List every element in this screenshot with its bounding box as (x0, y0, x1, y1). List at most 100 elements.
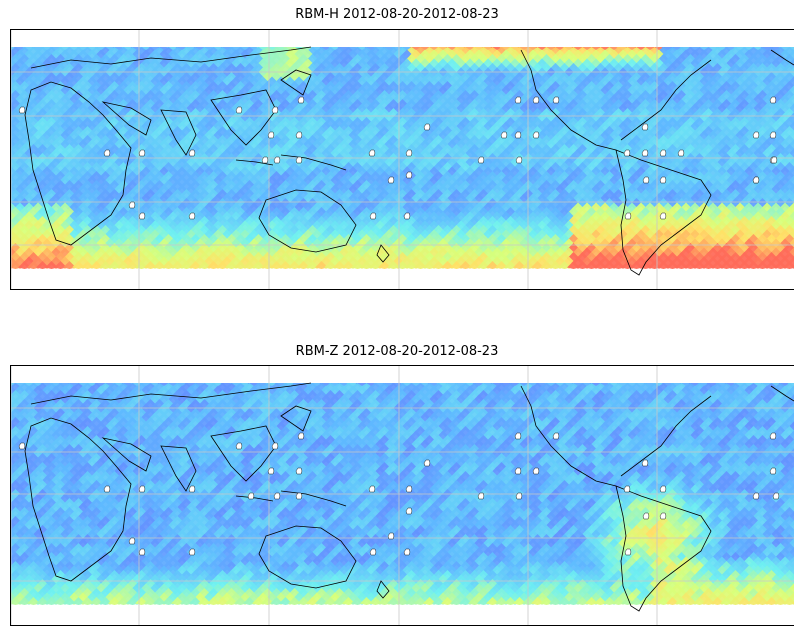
rbm-h-heat-cell (706, 94, 720, 108)
rbm-z-heat-cell (648, 390, 661, 403)
rbm-h-heat-cell (495, 47, 508, 58)
rbm-h-heat-cell (108, 99, 121, 112)
rbm-h-heat-cell (751, 94, 765, 108)
rbm-h-heat-cell (751, 85, 765, 99)
heatmap-top (11, 30, 794, 289)
rbm-z-heat-cell (526, 394, 540, 408)
rbm-h-heat-cell (684, 99, 697, 112)
rbm-h-heat-cell (112, 67, 126, 81)
rbm-h-heat-cell (81, 81, 94, 94)
rbm-z-heat-cell (702, 383, 715, 394)
rbm-h-heat-cell (526, 130, 540, 144)
rbm-h-heat-cell (724, 121, 738, 135)
rbm-h-heat-cell (562, 103, 576, 117)
rbm-z-heat-cell (643, 385, 657, 399)
rbm-h-heat-cell (54, 144, 67, 157)
rbm-z-heat-cell (117, 399, 130, 412)
rbm-h-heat-cell (585, 117, 598, 130)
rbm-h-heat-cell (765, 117, 778, 130)
rbm-h-heat-cell (85, 49, 99, 63)
rbm-h-heat-cell (666, 47, 679, 58)
rbm-z-heat-cell (657, 390, 670, 403)
rbm-h-heat-cell (760, 85, 774, 99)
rbm-z-heat-cell (720, 390, 733, 403)
rbm-h-heat-cell (459, 47, 472, 58)
rbm-h-heat-cell (616, 121, 630, 135)
rbm-h-heat-cell (594, 90, 607, 103)
rbm-h-heat-cell (540, 90, 553, 103)
rbm-h-station-marker-icon (770, 156, 778, 164)
rbm-h-heat-cell (558, 47, 571, 58)
rbm-h-heat-cell (711, 135, 724, 148)
rbm-h-heat-cell (594, 99, 607, 112)
rbm-h-heat-cell (589, 103, 603, 117)
rbm-z-heat-cell (342, 383, 355, 394)
rbm-h-heat-cell (648, 99, 661, 112)
rbm-h-heat-cell (351, 47, 364, 58)
rbm-h-heat-cell (616, 112, 630, 126)
rbm-h-heat-cell (706, 139, 720, 153)
rbm-z-heat-cell (760, 394, 774, 408)
rbm-h-coastline (258, 189, 357, 253)
rbm-h-heat-cell (733, 121, 747, 135)
rbm-h-heat-cell (27, 99, 40, 112)
rbm-h-heat-cell (625, 139, 639, 153)
rbm-h-heat-cell (85, 121, 99, 135)
rbm-h-heat-cell (747, 90, 760, 103)
rbm-h-heat-cell (58, 103, 72, 117)
rbm-h-heat-cell (49, 94, 63, 108)
rbm-h-heat-cell (36, 117, 49, 130)
rbm-h-heat-cell (765, 135, 778, 148)
rbm-h-heat-cell (693, 144, 706, 157)
rbm-h-heat-cell (702, 108, 715, 121)
rbm-h-heat-cell (544, 85, 558, 99)
rbm-z-heat-cell (535, 385, 549, 399)
rbm-h-heat-cell (535, 85, 549, 99)
rbm-h-heat-cell (58, 112, 72, 126)
rbm-h-heat-cell (567, 90, 580, 103)
rbm-h-station-marker-icon (403, 212, 411, 220)
rbm-h-heat-cell (558, 144, 571, 157)
rbm-z-heat-cell (45, 399, 58, 412)
rbm-h-coastline (235, 159, 274, 166)
rbm-h-heat-cell (225, 47, 238, 58)
rbm-h-heat-cell (387, 47, 400, 58)
rbm-h-heat-cell (103, 130, 117, 144)
rbm-h-heat-cell (67, 112, 81, 126)
rbm-h-heat-cell (108, 135, 121, 148)
rbm-h-heat-cell (63, 99, 76, 112)
rbm-z-heat-cell (76, 394, 90, 408)
rbm-z-heat-cell (562, 385, 576, 399)
rbm-h-heat-cell (81, 144, 94, 157)
rbm-h-heat-cell (657, 117, 670, 130)
rbm-z-heat-cell (441, 383, 454, 394)
rbm-h-heat-cell (607, 139, 621, 153)
rbm-h-heat-cell (103, 112, 117, 126)
rbm-z-heat-cell (27, 390, 40, 403)
rbm-h-heat-cell (715, 121, 729, 135)
rbm-h-heat-cell (112, 85, 126, 99)
rbm-z-heat-cell (756, 390, 769, 403)
rbm-h-heat-cell (99, 54, 112, 67)
rbm-z-heat-cell (279, 383, 292, 394)
rbm-h-heat-cell (535, 112, 549, 126)
rbm-h-heat-cell (18, 99, 31, 112)
rbm-h-heat-cell (639, 47, 652, 58)
rbm-h-station-marker-icon (659, 212, 667, 220)
rbm-h-heat-cell (40, 103, 54, 117)
rbm-h-heat-cell (414, 47, 427, 58)
rbm-h-heat-cell (279, 47, 292, 58)
rbm-z-heat-cell (634, 385, 648, 399)
rbm-h-heat-cell (45, 108, 58, 121)
rbm-h-heat-cell (67, 121, 81, 135)
rbm-h-station-marker-icon (642, 176, 650, 184)
rbm-h-heat-cell (513, 47, 526, 58)
rbm-h-heat-cell (22, 121, 36, 135)
rbm-h-heat-cell (585, 99, 598, 112)
rbm-z-heat-cell (49, 394, 63, 408)
rbm-h-heat-cell (598, 121, 612, 135)
rbm-h-heat-cell (94, 139, 108, 153)
rbm-h-heat-cell (594, 108, 607, 121)
rbm-h-heat-cell (22, 85, 36, 99)
rbm-h-heat-cell (67, 130, 81, 144)
